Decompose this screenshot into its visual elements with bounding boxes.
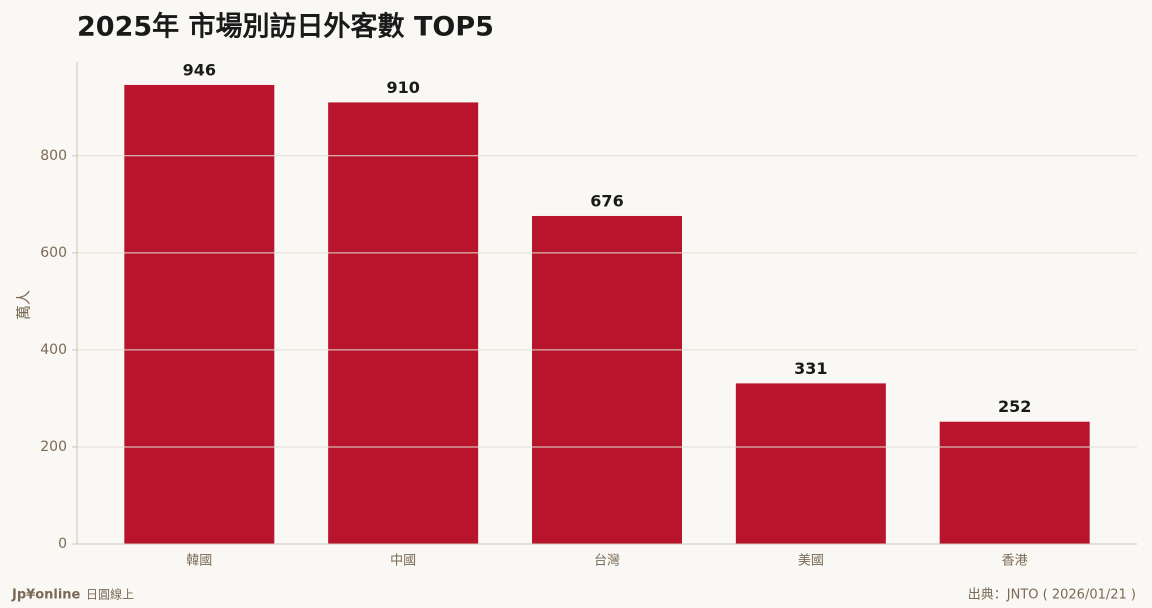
y-axis-label: 萬人: [15, 290, 33, 320]
y-tick-label: 400: [40, 342, 67, 358]
y-tick-label: 0: [58, 536, 67, 552]
y-tick-label: 200: [40, 439, 67, 455]
bar: [124, 84, 275, 544]
y-tick-label: 600: [40, 245, 67, 261]
value-label: 946: [183, 60, 216, 79]
value-label: 910: [386, 78, 419, 97]
y-tick-label: 800: [40, 148, 67, 164]
x-tick-label: 美國: [798, 554, 824, 569]
bar: [939, 421, 1090, 544]
value-label: 331: [794, 359, 827, 378]
x-tick-label: 韓國: [186, 554, 212, 569]
brand-sub: 日圓線上: [86, 587, 134, 602]
source: 出典：JNTO ( 2026/01/21 ): [968, 588, 1136, 603]
x-tick-label: 香港: [1002, 554, 1028, 569]
bar: [328, 102, 479, 545]
value-label: 676: [590, 191, 623, 210]
bar: [735, 383, 886, 544]
brand: Jp¥online: [11, 588, 81, 603]
chart-title: 2025年 市場別訪日外客數 TOP5: [77, 11, 494, 43]
value-label: 252: [998, 397, 1031, 416]
x-tick-label: 台灣: [594, 554, 620, 569]
x-tick-label: 中國: [390, 554, 416, 569]
bar: [532, 215, 682, 544]
